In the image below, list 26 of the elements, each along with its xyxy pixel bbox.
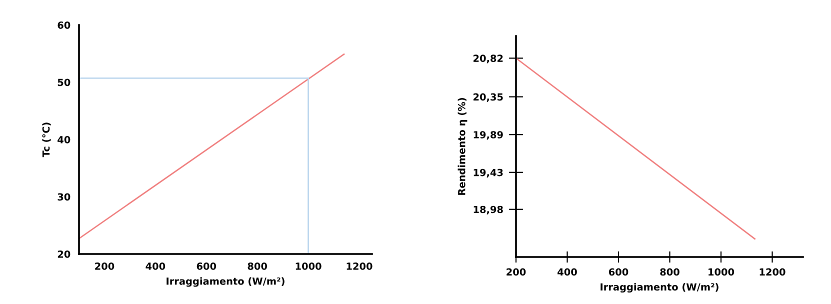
x-axis-title: Irraggiamento (W/m²) bbox=[600, 283, 718, 293]
x-tick-label: 600 bbox=[196, 262, 216, 270]
x-tick-label: 200 bbox=[506, 268, 526, 276]
y-tick-label: 20,35 bbox=[474, 93, 503, 102]
x-tick-label: 600 bbox=[608, 268, 628, 276]
y-tick-label: 60 bbox=[58, 21, 70, 29]
y-axis-title: Rendimento η (%) bbox=[458, 98, 468, 195]
y-tick-label: 30 bbox=[58, 193, 70, 201]
x-tick-label: 1000 bbox=[708, 268, 734, 276]
x-tick-label: 800 bbox=[660, 268, 680, 276]
y-tick-label: 20 bbox=[58, 250, 70, 258]
y-tick-label: 20,82 bbox=[474, 54, 503, 64]
y-tick-label: 50 bbox=[58, 78, 70, 86]
y-axis-title: Tc (°C) bbox=[42, 122, 51, 158]
x-tick-label: 800 bbox=[248, 262, 268, 270]
x-tick-label: 400 bbox=[558, 268, 577, 276]
y-tick-label: 40 bbox=[58, 136, 70, 144]
x-tick-label: 200 bbox=[95, 262, 114, 270]
y-tick-label: 18,98 bbox=[474, 206, 503, 214]
y-tick-label: 19,89 bbox=[474, 131, 503, 140]
x-axis-title: Irraggiamento (W/m²) bbox=[166, 277, 284, 287]
x-tick-label: 1000 bbox=[296, 262, 322, 270]
x-tick-label: 400 bbox=[146, 262, 166, 270]
x-tick-label: 1200 bbox=[346, 262, 372, 270]
y-tick-label: 19,43 bbox=[474, 168, 503, 178]
x-tick-label: 1200 bbox=[760, 268, 786, 276]
